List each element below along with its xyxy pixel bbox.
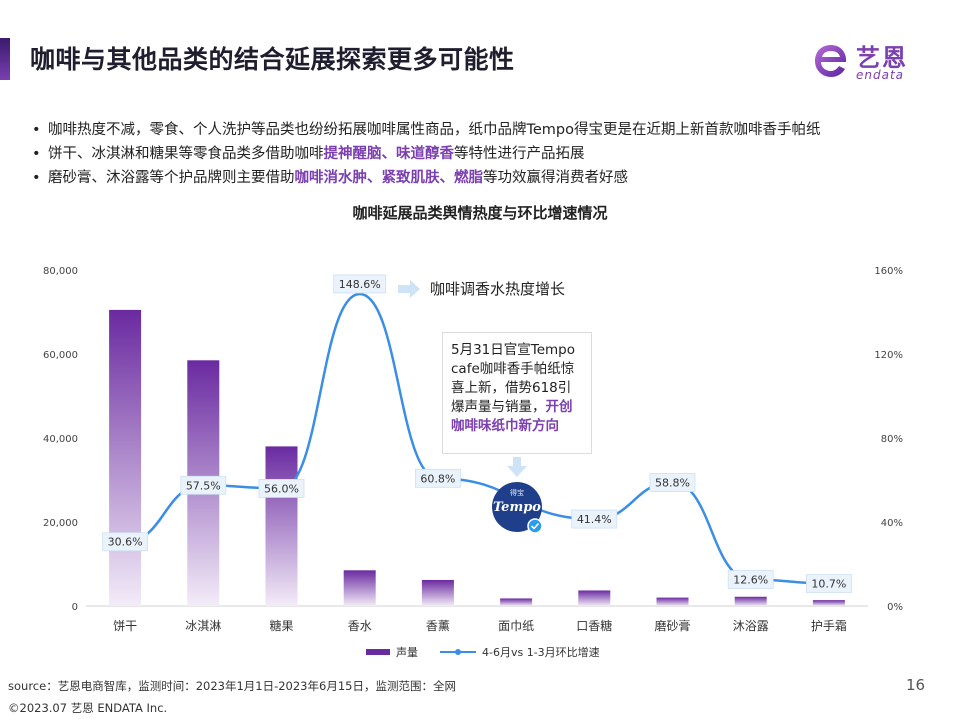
bar-沐浴露 [734,596,767,606]
y-right-tick-label: 40% [881,518,903,529]
data-label-box [180,475,227,495]
bullet-text: 咖啡热度不减，零食、个人洗护等品类也纷纷拓展咖啡属性商品，纸巾品牌Tempo得宝… [48,122,821,138]
x-tick-label: 糖果 [269,618,293,633]
bar-香水 [343,570,376,606]
data-label: 58.8% [655,477,690,490]
bullet-list: 咖啡热度不减，零食、个人洗护等品类也纷纷拓展咖啡属性商品，纸巾品牌Tempo得宝… [30,118,930,190]
y-right-tick-label: 80% [881,434,903,445]
bullet-highlight: 咖啡消水肿、紧致肌肤、燃脂 [294,170,484,186]
page-title: 咖啡与其他品类的结合延展探索更多可能性 [30,45,515,74]
y-left-tick-label: 20,000 [43,518,78,529]
bullet-item: 饼干、冰淇淋和糖果等零食品类多借助咖啡提神醒脑、味道醇香等特性进行产品拓展 [30,142,930,166]
x-tick-label: 饼干 [113,619,137,633]
legend-line-label: 4-6月vs 1-3月环比增速 [482,645,600,659]
copyright: ©2023.07 艺恩 ENDATA Inc. [8,701,168,715]
y-left-tick-label: 80,000 [43,266,78,277]
data-label: 60.8% [420,472,455,485]
x-tick-label: 口香糖 [576,618,612,633]
bullet-text: 等功效赢得消费者好感 [483,170,628,186]
tempo-brand-badge: 得宝 Tempo [492,482,543,534]
data-label-box [571,509,618,529]
bar-口香糖 [578,590,611,606]
badge-small-text: 得宝 [510,488,524,497]
bullet-highlight: 提神醒脑、味道醇香 [323,146,455,162]
title-accent-bar [0,38,10,80]
data-label: 41.4% [577,513,612,526]
data-label-box [258,478,305,498]
legend-bar-label: 声量 [396,645,418,659]
y-right-tick-label: 120% [874,350,903,361]
brand-logo: 艺恩 endata [812,40,928,86]
x-tick-label: 香薰 [426,619,450,633]
data-label: 57.5% [186,479,221,492]
callout-text: 5月31日官宣Tempo cafe咖啡香手帕纸惊喜上新，借势618引爆声量与销量… [451,342,576,415]
bar-饼干 [109,309,142,606]
x-tick-label: 沐浴露 [733,619,769,633]
endata-logo-icon [815,45,847,77]
data-label: 56.0% [264,482,299,495]
y-right-tick-label: 0% [887,602,903,613]
y-left-tick-label: 0 [72,602,78,613]
logo-chinese-text: 艺恩 [856,44,908,72]
bullet-text: 磨砂膏、沐浴露等个护品牌则主要借助 [48,170,295,186]
data-label: 148.6% [339,278,381,291]
page-number: 16 [906,676,926,694]
legend-line-marker [455,649,461,655]
data-label-box [414,468,461,488]
data-label: 30.6% [108,536,143,549]
bullet-item: 磨砂膏、沐浴露等个护品牌则主要借助咖啡消水肿、紧致肌肤、燃脂等功效赢得消费者好感 [30,166,930,190]
x-tick-label: 面巾纸 [498,619,534,633]
tempo-callout: 5月31日官宣Tempo cafe咖啡香手帕纸惊喜上新，借势618引爆声量与销量… [442,332,592,454]
bar-香薰 [421,579,454,606]
x-tick-label: 护手霜 [811,619,847,633]
callout-highlight: 开创咖啡味纸巾新方向 [451,399,573,434]
bullet-text: 饼干、冰淇淋和糖果等零食品类多借助咖啡 [48,146,324,162]
combo-chart: 0 20,000 40,000 60,000 80,000 0% 40% 80% 120% 160… [43,266,903,659]
y-right-tick-label: 160% [874,266,903,277]
data-label-box [649,473,696,492]
y-left-tick-label: 40,000 [43,434,78,445]
right-arrow-icon [398,280,420,298]
bar-磨砂膏 [656,597,689,606]
y-left-tick-label: 60,000 [43,350,78,361]
bullet-text: 等特性进行产品拓展 [454,146,585,162]
bar-护手霜 [812,600,845,606]
bar-糖果 [265,446,298,606]
x-tick-label: 香水 [348,619,372,633]
data-label-box [806,574,852,593]
data-label-box [102,532,148,552]
source-note: source：艺恩电商智库，监测时间：2023年1月1日-2023年6月15日，… [8,679,456,693]
x-tick-label: 冰淇淋 [185,619,221,633]
down-arrow-icon [507,457,527,477]
bar-面巾纸 [500,598,533,606]
logo-english-text: endata [856,68,905,82]
data-label-box [727,570,774,589]
data-label: 10.7% [811,578,846,591]
badge-brand-text: Tempo [493,500,541,515]
legend-bar-swatch [366,649,390,655]
bullet-item: 咖啡热度不减，零食、个人洗护等品类也纷纷拓展咖啡属性商品，纸巾品牌Tempo得宝… [30,118,930,142]
x-tick-label: 磨砂膏 [654,618,690,633]
data-label: 12.6% [733,574,768,587]
perfume-annotation: 咖啡调香水热度增长 [430,280,566,298]
chart-title: 咖啡延展品类舆情热度与环比增速情况 [352,204,608,222]
data-label-box [333,274,387,294]
